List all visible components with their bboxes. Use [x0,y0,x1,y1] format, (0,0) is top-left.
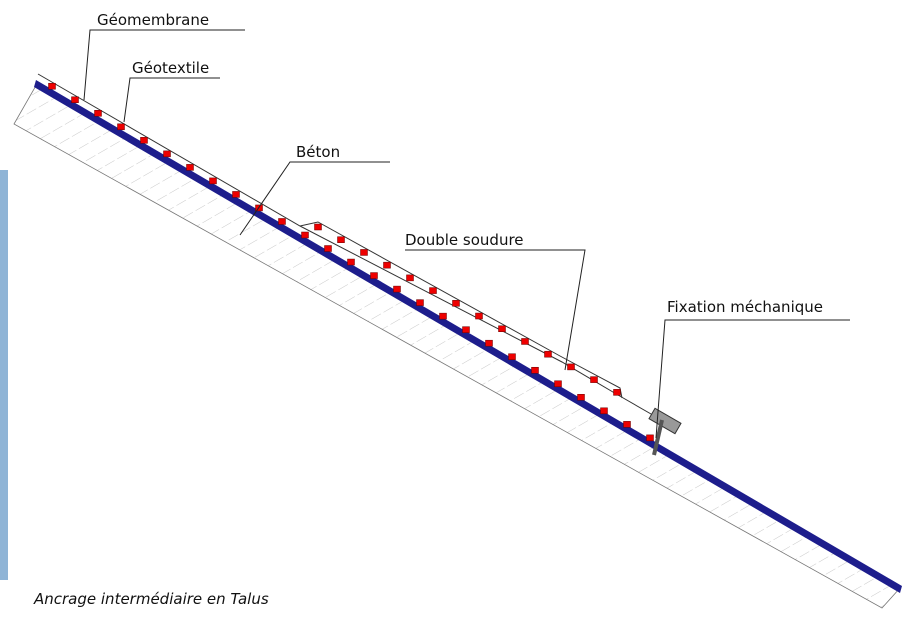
weld-mark [118,124,125,130]
weld-mark [624,421,631,427]
weld-mark [361,249,368,255]
weld-mark [430,288,437,294]
weld-mark [187,164,194,170]
weld-mark [578,394,585,400]
weld-mark [476,313,483,319]
weld-mark [325,246,332,252]
weld-mark [555,381,562,387]
weld-mark [141,137,148,143]
weld-mark [371,273,378,279]
leader [656,320,850,438]
weld-mark [453,300,460,306]
leader [124,78,220,122]
weld-mark [210,178,217,184]
weld-mark [614,389,621,395]
weld-mark [509,354,516,360]
weld-mark [95,110,102,116]
label: Géotextile [132,59,209,77]
weld-mark [394,286,401,292]
caption: Ancrage intermédiaire en Talus [33,590,269,608]
weld-mark [545,351,552,357]
weld-mark [384,262,391,268]
weld-mark [463,327,470,333]
weld-mark [486,340,493,346]
weld-mark [279,218,286,224]
weld-mark [417,300,424,306]
weld-mark [532,367,539,373]
weld-mark [233,191,240,197]
weld-mark [348,259,355,265]
weld-mark [338,237,345,243]
label: Double soudure [405,231,524,249]
weld-mark [499,326,506,332]
label: Géomembrane [97,11,209,29]
weld-mark [440,313,447,319]
label: Fixation méchanique [667,298,823,316]
side-strip [0,170,8,580]
weld-mark [591,377,598,383]
weld-mark [407,275,414,281]
weld-mark [49,83,56,89]
diagram: Géomembrane Géotextile Béton Double soud… [0,0,909,617]
weld-mark [164,151,171,157]
weld-mark [568,364,575,370]
label: Béton [296,143,340,161]
weld-mark [522,338,529,344]
weld-mark [315,224,322,230]
weld-mark [647,435,654,441]
weld-mark [601,408,608,414]
weld-mark [302,232,309,238]
weld-mark [72,97,79,103]
concrete [14,82,900,608]
